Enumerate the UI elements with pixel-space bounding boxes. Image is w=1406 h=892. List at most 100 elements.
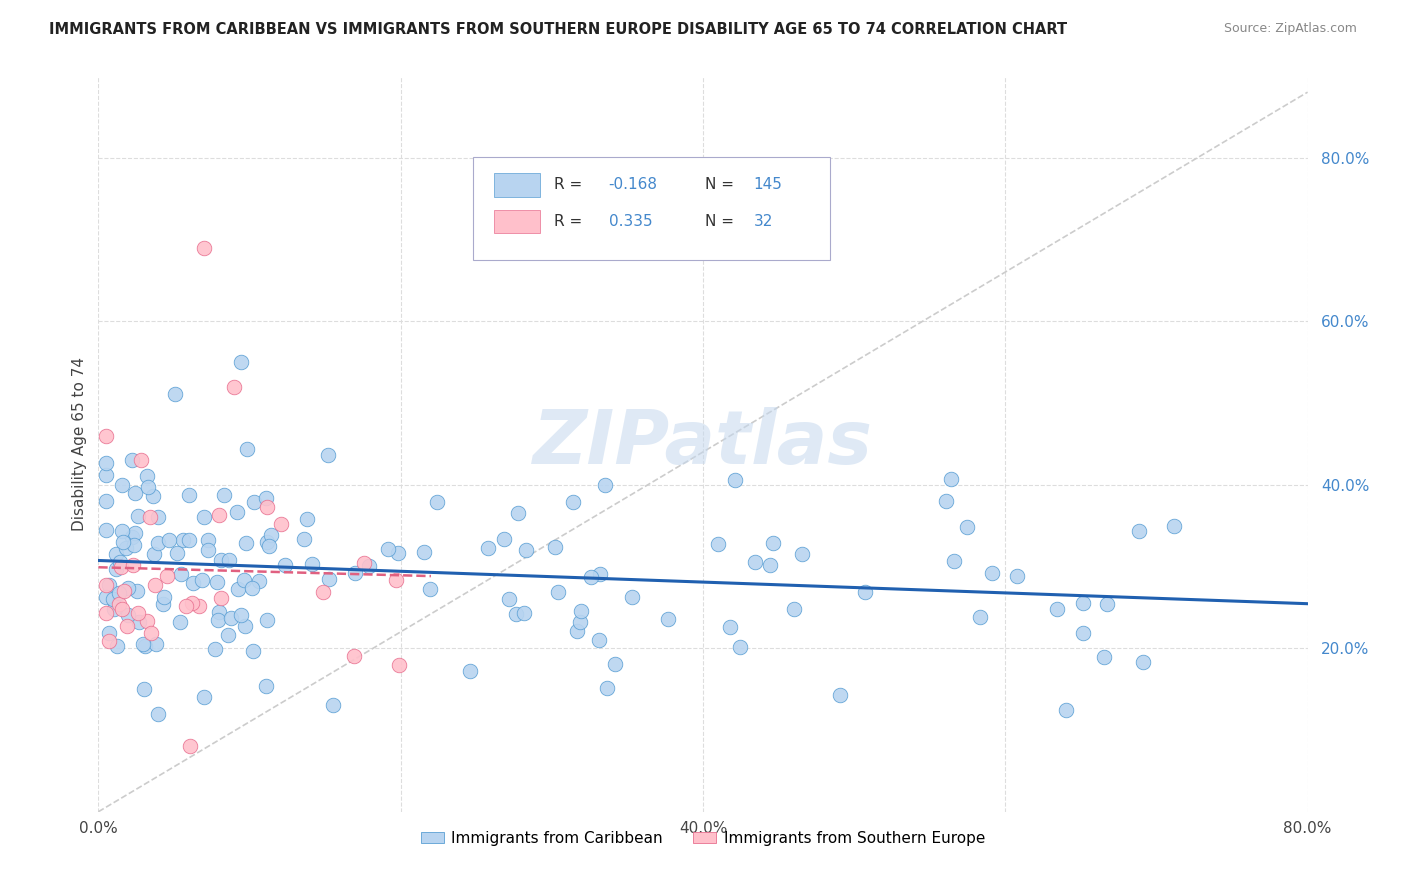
Point <box>193 240 215 255</box>
Point <box>1132 655 1154 669</box>
Point <box>115 618 138 632</box>
Point <box>94 524 117 538</box>
Point <box>458 664 481 678</box>
Point <box>217 628 239 642</box>
Point <box>181 576 204 591</box>
Point <box>115 541 138 556</box>
Point <box>621 590 644 604</box>
Point <box>233 573 256 587</box>
Point <box>188 599 211 613</box>
Point <box>143 578 166 592</box>
Point <box>219 611 242 625</box>
Point <box>322 698 344 713</box>
Point <box>515 543 537 558</box>
Legend: Immigrants from Caribbean, Immigrants from Southern Europe: Immigrants from Caribbean, Immigrants fr… <box>415 825 991 852</box>
Point <box>388 657 411 672</box>
Point <box>205 575 228 590</box>
Point <box>1097 597 1119 611</box>
Point <box>579 569 602 583</box>
Point <box>157 533 180 547</box>
Point <box>1128 524 1150 538</box>
Point <box>301 558 323 572</box>
Point <box>94 428 117 442</box>
Point <box>256 613 278 627</box>
Point <box>98 578 121 592</box>
Point <box>127 606 149 620</box>
Point <box>193 510 215 524</box>
Point <box>193 690 215 705</box>
Text: 32: 32 <box>754 214 773 229</box>
Text: ZIPatlas: ZIPatlas <box>533 408 873 480</box>
Point <box>111 524 134 538</box>
Point <box>1071 625 1094 640</box>
Point <box>508 506 530 520</box>
Point <box>128 615 150 629</box>
Point <box>104 562 127 576</box>
Point <box>229 607 252 622</box>
Point <box>981 566 1004 580</box>
Point <box>108 586 131 600</box>
Point <box>357 558 380 573</box>
FancyBboxPatch shape <box>474 157 830 260</box>
Point <box>226 505 249 519</box>
Point <box>191 573 214 587</box>
Point <box>179 533 201 547</box>
Point <box>228 582 250 597</box>
Point <box>145 636 167 650</box>
Point <box>1054 703 1077 717</box>
Point <box>209 591 232 605</box>
Point <box>1046 602 1069 616</box>
Point <box>589 567 612 582</box>
Point <box>111 477 134 491</box>
Point <box>492 532 515 546</box>
Point <box>1007 569 1029 583</box>
Point <box>385 573 408 587</box>
Point <box>208 508 231 522</box>
Point <box>377 542 399 557</box>
Point <box>342 649 364 664</box>
Point <box>1163 518 1185 533</box>
Point <box>790 547 813 561</box>
Point <box>260 527 283 541</box>
Point <box>762 535 785 549</box>
Point <box>105 547 128 561</box>
Point <box>593 478 616 492</box>
Point <box>98 625 121 640</box>
Point <box>728 640 751 654</box>
Y-axis label: Disability Age 65 to 74: Disability Age 65 to 74 <box>72 357 87 531</box>
Point <box>274 558 297 572</box>
Point <box>387 546 409 560</box>
Text: -0.168: -0.168 <box>609 178 658 193</box>
Point <box>94 590 117 604</box>
Point <box>544 540 567 554</box>
Bar <box>494 210 540 234</box>
Point <box>295 511 318 525</box>
Point <box>142 489 165 503</box>
Point <box>172 533 194 547</box>
Point <box>419 582 441 596</box>
Point <box>316 448 339 462</box>
Point <box>292 532 315 546</box>
Point <box>256 500 278 514</box>
Point <box>121 453 143 467</box>
Point <box>707 537 730 551</box>
Point <box>139 626 162 640</box>
Point <box>718 620 741 634</box>
Point <box>94 456 117 470</box>
Point <box>344 566 367 580</box>
Point <box>724 474 747 488</box>
Point <box>208 605 231 619</box>
Text: Source: ZipAtlas.com: Source: ZipAtlas.com <box>1223 22 1357 36</box>
Point <box>179 488 201 502</box>
Text: R =: R = <box>554 214 588 229</box>
Point <box>94 467 117 482</box>
Point <box>136 614 159 628</box>
Point <box>94 494 117 508</box>
Point <box>165 387 187 401</box>
Point <box>124 525 146 540</box>
Point <box>943 554 966 568</box>
Point <box>212 487 235 501</box>
Point <box>783 602 806 616</box>
Point <box>657 612 679 626</box>
Point <box>127 508 149 523</box>
